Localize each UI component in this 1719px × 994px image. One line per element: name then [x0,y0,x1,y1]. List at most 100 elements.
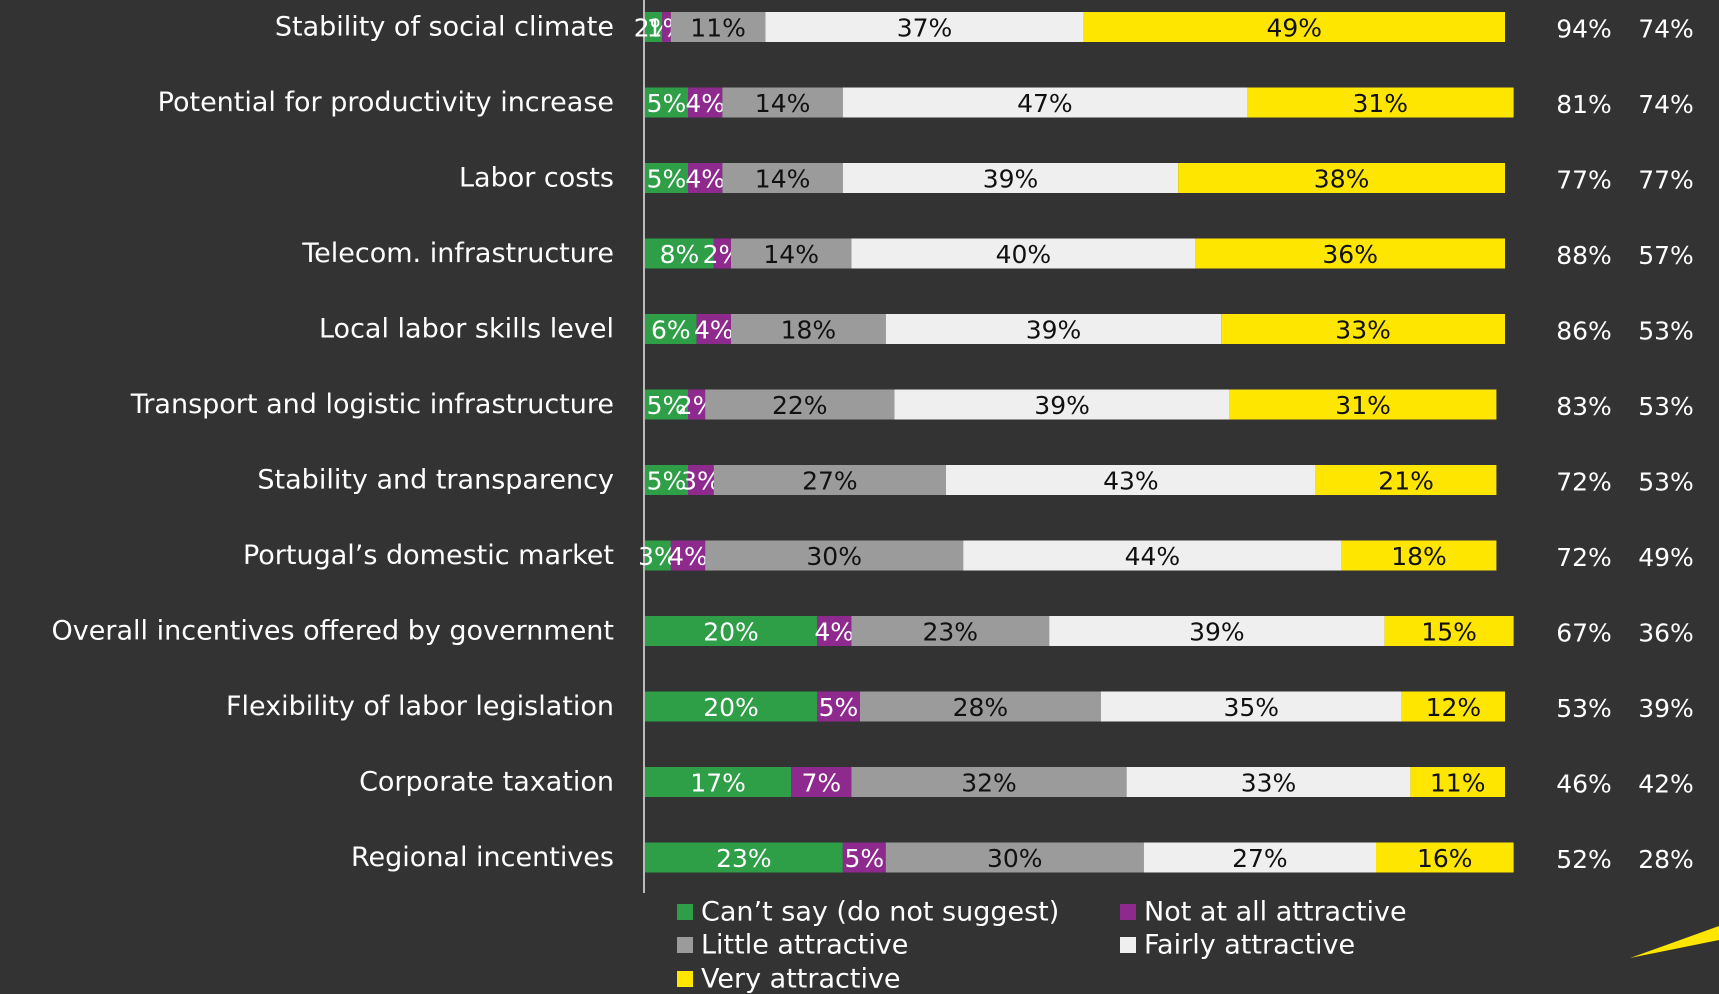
bar-segment [885,842,1144,873]
bar-segment [645,12,663,42]
right-value: 53% [1556,694,1612,723]
bar-segment [1049,616,1385,646]
bar-segment [1221,314,1505,344]
right-value: 72% [1556,468,1612,497]
value-label: 4% [685,89,725,118]
bar-segment [817,616,852,646]
value-label: 23% [716,844,772,873]
value-label: 7% [801,769,841,798]
bar-segment [645,389,688,420]
value-label: 40% [996,240,1052,269]
value-label: 5% [647,391,687,420]
right-value: 77% [1556,166,1612,195]
category-label: Telecom. infrastructure [301,238,614,269]
category-label: Portugal’s domestic market [243,540,614,571]
category-label: Potential for productivity increase [158,87,614,118]
legend-swatch [677,971,693,987]
right-value: 53% [1638,392,1694,421]
right-value: 52% [1556,845,1612,874]
value-label: 27% [802,467,858,496]
value-label: 44% [1125,542,1181,571]
bar-segment [731,238,852,269]
legend-swatch [677,904,693,920]
bar-segment [722,87,843,118]
bar-segment [1384,616,1514,646]
bar-segment [860,691,1101,722]
value-label: 4% [685,165,725,194]
bar-segment [817,691,860,722]
bar-segment [645,691,817,722]
value-label: 20% [703,693,759,722]
value-label: 11% [690,14,746,43]
right-value: 42% [1638,770,1694,799]
right-value: 86% [1556,317,1612,346]
category-label: Overall incentives offered by government [52,616,614,647]
bar-segment [765,12,1084,42]
right-value: 53% [1638,468,1694,497]
value-label: 5% [819,693,859,722]
logo-slash [1630,926,1719,958]
value-label: 37% [897,14,953,43]
bar-segment [1341,540,1497,571]
legend-label: Fairly attractive [1144,930,1355,961]
bar-segment [688,389,706,420]
right-value: 28% [1638,845,1694,874]
value-label: 21% [1378,467,1434,496]
value-label: 30% [987,844,1043,873]
value-label: 17% [690,769,746,798]
value-label: 47% [1017,89,1073,118]
bar-segment [1229,389,1497,420]
bar-segment [851,238,1196,269]
bar-segment [713,238,731,269]
value-label: 6% [651,316,691,345]
legend-swatch [1120,937,1136,953]
bar-segment [696,314,731,344]
bar-segment [894,389,1230,420]
bar-segment [1401,691,1505,722]
value-label: 35% [1224,693,1280,722]
legend-label: Little attractive [701,930,908,961]
bar-segment [645,465,688,495]
bar-segment [645,540,671,571]
bar-segment [713,465,946,495]
value-label: 28% [953,693,1009,722]
category-label: Flexibility of labor legislation [226,691,614,722]
bar-segment [842,842,886,873]
bar-segment [1247,87,1514,118]
value-label: 22% [772,391,828,420]
bar-segment [1143,842,1376,873]
value-label: 15% [1421,618,1477,647]
value-label: 36% [1322,240,1378,269]
right-value: 77% [1638,166,1694,195]
legend-label: Very attractive [701,964,901,994]
value-label: 14% [755,165,811,194]
bar-segment [851,767,1127,797]
value-label: 23% [923,618,979,647]
right-value: 49% [1638,543,1694,572]
value-label: 18% [781,316,837,345]
bar-segment [722,163,843,193]
value-label: 38% [1314,165,1370,194]
category-label: Local labor skills level [319,314,614,345]
bar-segment [791,767,852,797]
bar-segment [1100,691,1402,722]
right-value: 36% [1638,619,1694,648]
bar-segment [670,12,766,42]
bar-segment [1083,12,1505,42]
bar-segment [705,540,964,571]
value-label: 14% [763,240,819,269]
bar-segment [851,616,1050,646]
legend-swatch [677,937,693,953]
value-label: 12% [1426,693,1482,722]
value-label: 5% [647,165,687,194]
value-label: 39% [1189,618,1245,647]
bar-segment [1315,465,1497,495]
right-value: 57% [1638,241,1694,270]
bar-segment [1178,163,1505,193]
value-label: 14% [755,89,811,118]
right-value: 83% [1556,392,1612,421]
right-value: 67% [1556,619,1612,648]
bar-segment [645,238,714,269]
value-label: 5% [844,844,884,873]
